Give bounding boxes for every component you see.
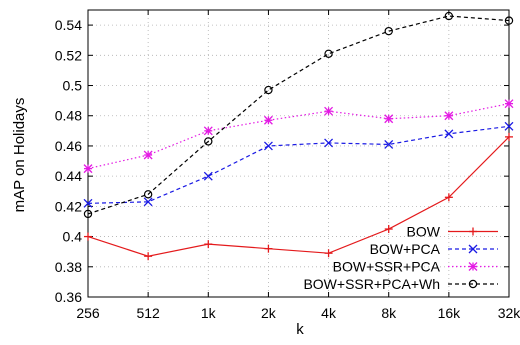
y-tick-label: 0.46 [55, 138, 82, 154]
x-tick-label: 4k [321, 305, 337, 321]
legend-label: BOW [407, 224, 441, 240]
data-point [83, 198, 93, 208]
data-point [324, 138, 334, 148]
legend-entry: BOW+PCA [370, 241, 498, 257]
data-point [143, 190, 153, 199]
y-tick-label: 0.42 [55, 198, 82, 214]
series-bow-ssr-pca-wh [83, 11, 514, 219]
y-tick-label: 0.44 [55, 168, 82, 184]
data-point [264, 85, 273, 95]
legend-label: BOW+PCA [370, 241, 441, 257]
data-point [504, 121, 514, 131]
data-point [324, 249, 333, 258]
series-line [87, 125, 510, 204]
data-point [83, 209, 93, 219]
series-line [87, 103, 510, 170]
data-point [263, 115, 273, 125]
x-tick-label: 8k [381, 305, 397, 321]
legend-entry: BOW [407, 224, 498, 240]
y-axis-label: mAP on Holidays [11, 98, 28, 213]
data-point [444, 193, 453, 202]
y-tick-label: 0.52 [55, 47, 82, 63]
y-tick-label: 0.54 [55, 17, 82, 33]
data-point [143, 150, 153, 160]
data-point [444, 11, 454, 21]
data-point [203, 171, 213, 181]
series-line [87, 15, 510, 215]
series-bow-pca [83, 121, 514, 208]
series-bow-ssr-pca [83, 99, 514, 174]
data-point [264, 244, 273, 253]
data-point [324, 106, 334, 116]
data-point [469, 227, 477, 236]
series-bow [84, 132, 513, 261]
x-tick-label: 256 [76, 305, 100, 321]
data-point [324, 49, 333, 59]
data-point [263, 141, 273, 151]
data-point [468, 262, 478, 271]
data-point [504, 99, 514, 109]
x-tick-label: 1k [201, 305, 217, 321]
axes [87, 9, 510, 298]
y-tick-label: 0.48 [55, 108, 82, 124]
data-point [384, 26, 393, 36]
data-point [444, 129, 454, 139]
data-point [204, 137, 213, 146]
x-tick-label: 512 [136, 305, 160, 321]
series-lines [83, 11, 514, 261]
legend-entry: BOW+SSR+PCA [333, 259, 498, 275]
data-point [505, 132, 513, 141]
y-tick-labels: 0.36 0.38 0.4 0.42 0.44 0.46 0.48 0.5 0.52 0.54 [55, 17, 82, 305]
series-line [87, 136, 510, 257]
legend-label: BOW+SSR+PCA+Wh [303, 276, 440, 292]
legend-label: BOW+SSR+PCA [333, 259, 441, 275]
data-point [83, 164, 93, 174]
data-point [384, 114, 394, 124]
x-tick-label: 16k [438, 305, 462, 321]
data-point [384, 139, 394, 149]
data-point [468, 244, 478, 254]
legend-entry: BOW+SSR+PCA+Wh [303, 276, 498, 292]
data-point [84, 232, 92, 241]
y-tick-label: 0.5 [63, 78, 83, 94]
data-point [144, 252, 153, 261]
x-tick-label: 2k [261, 305, 277, 321]
x-tick-label: 32k [498, 305, 520, 321]
y-tick-label: 0.38 [55, 259, 82, 275]
y-tick-label: 0.4 [63, 229, 83, 245]
data-point [468, 279, 478, 289]
x-axis-label: k [296, 321, 304, 338]
y-tick-label: 0.36 [55, 289, 82, 305]
x-tick-labels: 256 512 1k 2k 4k 8k 16k 32k [76, 305, 520, 321]
plot-frame [87, 9, 510, 298]
data-point [504, 16, 514, 25]
data-point [203, 126, 213, 136]
data-point [444, 111, 454, 121]
data-point [384, 225, 393, 234]
data-point [204, 240, 213, 249]
data-point [143, 197, 153, 207]
